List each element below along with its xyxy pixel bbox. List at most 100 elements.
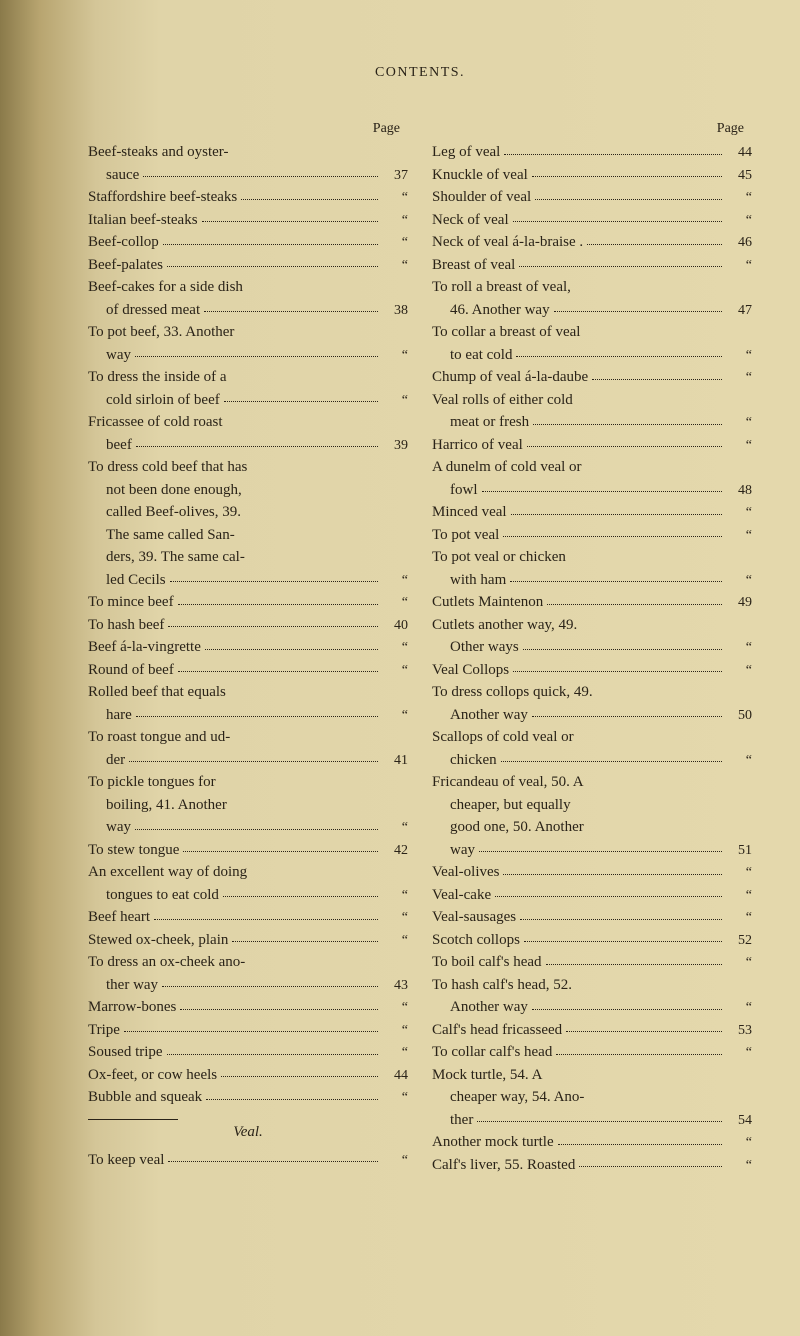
toc-entry-text: Another mock turtle: [432, 1131, 554, 1154]
toc-entry: Cutlets Maintenon49: [432, 591, 752, 614]
toc-entry: An excellent way of doingtongues to eat …: [88, 861, 408, 906]
toc-leader-dots: [592, 379, 722, 380]
toc-entry-line: To dress cold beef that has: [88, 456, 408, 479]
toc-entry-text: Bubble and squeak: [88, 1086, 202, 1109]
toc-entry-page: “: [382, 1150, 408, 1171]
toc-leader-dots: [183, 851, 378, 852]
toc-entry-page: “: [726, 502, 752, 523]
toc-entry-text: Neck of veal á-la-braise .: [432, 231, 583, 254]
toc-entry-page: 45: [726, 165, 752, 186]
toc-entry: Veal-cake“: [432, 884, 752, 907]
toc-leader-dots: [482, 491, 723, 492]
toc-entry-text: To stew tongue: [88, 839, 179, 862]
toc-entry-last-line: of dressed meat38: [88, 299, 408, 322]
toc-entry-text: led Cecils: [106, 569, 166, 592]
toc-entry-last-line: Beef á-la-vingrette“: [88, 636, 408, 659]
toc-leader-dots: [535, 199, 722, 200]
toc-entry-text: of dressed meat: [106, 299, 200, 322]
toc-entry-text: Beef-collop: [88, 231, 159, 254]
toc-entry-last-line: 46. Another way47: [432, 299, 752, 322]
toc-entry-page: “: [382, 1042, 408, 1063]
toc-entry: Fricandeau of veal, 50. Acheaper, but eq…: [432, 771, 752, 861]
toc-entry-line: To roast tongue and ud-: [88, 726, 408, 749]
toc-entry-page: “: [382, 255, 408, 276]
toc-entry-page: 46: [726, 232, 752, 253]
toc-entry: Veal Collops“: [432, 659, 752, 682]
toc-entry-page: 37: [382, 165, 408, 186]
toc-entry: Harrico of veal“: [432, 434, 752, 457]
toc-leader-dots: [205, 649, 378, 650]
toc-entry-text: chicken: [450, 749, 497, 772]
toc-entry-page: “: [382, 930, 408, 951]
toc-entry-text: To keep veal: [88, 1149, 164, 1172]
left-entries-after: To keep veal “: [88, 1149, 408, 1172]
toc-entry-text: Minced veal: [432, 501, 507, 524]
toc-entry-last-line: To boil calf's head“: [432, 951, 752, 974]
toc-entry: To roll a breast of veal,46. Another way…: [432, 276, 752, 321]
toc-leader-dots: [495, 896, 722, 897]
toc-entry: Veal rolls of either coldmeat or fresh“: [432, 389, 752, 434]
toc-leader-dots: [129, 761, 378, 762]
section-divider: [88, 1119, 178, 1120]
toc-entry-text: sauce: [106, 164, 139, 187]
toc-entry-text: Chump of veal á-la-daube: [432, 366, 588, 389]
toc-entry-last-line: Scotch collops52: [432, 929, 752, 952]
toc-entry-text: Round of beef: [88, 659, 174, 682]
toc-entry-line: The same called San-: [88, 524, 408, 547]
toc-entry-page: “: [382, 1020, 408, 1041]
toc-entry-last-line: Round of beef“: [88, 659, 408, 682]
toc-entry: Cutlets another way, 49.Other ways“: [432, 614, 752, 659]
toc-entry-text: Staffordshire beef-steaks: [88, 186, 237, 209]
toc-leader-dots: [167, 1054, 378, 1055]
toc-entry-line: To roll a breast of veal,: [432, 276, 752, 299]
toc-entry-page: “: [726, 412, 752, 433]
toc-entry-last-line: Another mock turtle“: [432, 1131, 752, 1154]
toc-entry-text: to eat cold: [450, 344, 512, 367]
toc-entry-text: Veal Collops: [432, 659, 509, 682]
page-label-left: Page: [88, 121, 408, 137]
toc-entry-text: ther way: [106, 974, 158, 997]
toc-entry-last-line: Tripe “: [88, 1019, 408, 1042]
toc-leader-dots: [204, 311, 378, 312]
toc-entry: Staffordshire beef-steaks“: [88, 186, 408, 209]
toc-entry-text: tongues to eat cold: [106, 884, 219, 907]
toc-entry-page: “: [382, 817, 408, 838]
toc-entry-text: meat or fresh: [450, 411, 529, 434]
toc-entry: Scotch collops52: [432, 929, 752, 952]
toc-leader-dots: [587, 244, 722, 245]
toc-entry-last-line: Cutlets Maintenon49: [432, 591, 752, 614]
toc-entry-text: Another way: [450, 996, 528, 1019]
toc-entry: Chump of veal á-la-daube“: [432, 366, 752, 389]
section-title: Veal.: [88, 1124, 408, 1141]
toc-entry-page: “: [726, 885, 752, 906]
toc-entry-last-line: Calf's liver, 55. Roasted“: [432, 1154, 752, 1177]
toc-entry-last-line: way51: [432, 839, 752, 862]
toc-entry-last-line: fowl48: [432, 479, 752, 502]
toc-entry-line: An excellent way of doing: [88, 861, 408, 884]
toc-entry: To hash calf's head, 52.Another way“: [432, 974, 752, 1019]
toc-entry: Stewed ox-cheek, plain“: [88, 929, 408, 952]
toc-entry-page: “: [726, 570, 752, 591]
toc-entry-line: cheaper, but equally: [432, 794, 752, 817]
toc-entry-page: “: [726, 907, 752, 928]
toc-entry-page: 43: [382, 975, 408, 996]
toc-entry-page: “: [382, 232, 408, 253]
toc-leader-dots: [178, 671, 378, 672]
toc-entry-last-line: Beef heart“: [88, 906, 408, 929]
toc-entry-text: Tripe: [88, 1019, 120, 1042]
toc-entry: Beef á-la-vingrette“: [88, 636, 408, 659]
toc-entry-page: 51: [726, 840, 752, 861]
toc-leader-dots: [180, 1009, 378, 1010]
toc-entry: Veal-olives“: [432, 861, 752, 884]
toc-entry-last-line: Minced veal “: [432, 501, 752, 524]
toc-leader-dots: [143, 176, 378, 177]
toc-leader-dots: [241, 199, 378, 200]
toc-leader-dots: [168, 626, 378, 627]
toc-entry-last-line: sauce 37: [88, 164, 408, 187]
toc-entry-text: Leg of veal: [432, 141, 500, 164]
toc-entry-page: “: [382, 570, 408, 591]
toc-entry-line: not been done enough,: [88, 479, 408, 502]
toc-entry: To pot veal“: [432, 524, 752, 547]
toc-entry-last-line: Neck of veal á-la-braise . 46: [432, 231, 752, 254]
toc-entry-last-line: Beef-palates“: [88, 254, 408, 277]
